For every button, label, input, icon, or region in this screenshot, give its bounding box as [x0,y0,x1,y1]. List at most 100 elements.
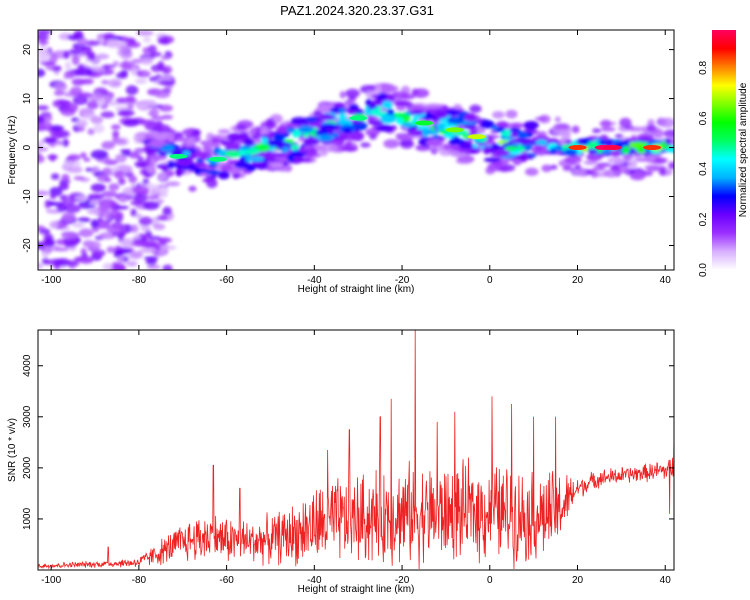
noise-blob [131,224,139,234]
ridge-blob [299,147,307,153]
noise-blob [122,118,140,127]
noise-blob [97,217,104,222]
ridge-blob [153,132,169,141]
halo-blob [619,117,632,128]
halo-blob [227,159,236,165]
noise-blob [156,215,169,221]
snr-x-label: Height of straight line (km) [298,584,415,595]
halo-blob [669,162,674,170]
noise-blob [104,177,112,183]
ridge-blob [375,124,394,132]
noise-blob [90,116,104,125]
noise-blob [130,67,139,77]
ridge-blob [245,148,261,155]
noise-blob [158,80,175,86]
noise-blob [116,256,124,264]
y-tick-label: -10 [22,189,33,204]
noise-blob [83,157,91,162]
noise-blob [106,39,121,49]
halo-blob [550,164,558,170]
x-tick-label: -20 [395,575,410,586]
noise-blob [78,228,94,238]
x-tick-label: -60 [219,575,234,586]
noise-blob [101,79,110,85]
noise-blob [137,156,144,162]
x-tick-label: 0 [487,575,493,586]
ridge-blob [492,149,510,157]
halo-blob [366,113,374,123]
noise-blob [142,178,150,185]
halo-blob [631,172,644,178]
noise-blob [117,111,132,116]
ridge-blob [226,132,244,142]
noise-blob [154,91,170,99]
ridge-blob [281,161,289,166]
noise-blob [102,262,113,270]
noise-blob [38,40,49,45]
noise-blob [140,57,154,65]
noise-blob [146,195,160,200]
ridge-blob [436,122,446,131]
noise-blob [145,258,158,266]
ridge-blob [448,139,459,145]
ridge-blob [355,109,364,114]
colorbar-tick-label: 0.0 [698,263,709,277]
noise-blob [118,177,126,186]
noise-blob [112,60,119,67]
halo-blob [415,144,431,152]
noise-blob [115,97,128,104]
ridge-blob [332,140,343,145]
halo-blob [365,128,380,137]
peak-core [445,127,464,133]
noise-blob [39,61,56,66]
noise-blob [53,247,70,252]
noise-blob [48,220,58,229]
ridge-blob [167,133,175,143]
ridge-blob [205,169,221,175]
halo-blob [217,129,231,134]
ridge-blob [425,103,444,108]
noise-blob [98,97,106,107]
halo-blob [498,166,510,173]
noise-blob [130,250,144,259]
noise-blob [108,183,120,191]
colorbar-tick-label: 0.8 [698,61,709,75]
ridge-blob [452,116,460,125]
ridge-blob [410,109,425,115]
ridge-blob [175,168,183,177]
ridge-blob [167,160,175,169]
noise-blob [71,55,80,66]
noise-blob [159,185,168,194]
ridge-blob [270,161,284,169]
ridge-blob [282,146,290,152]
noise-blob [91,249,106,257]
noise-blob [38,115,46,125]
ridge-blob [290,144,299,151]
spectrogram-y-ticks: -20 -10 0 10 20 [22,44,674,253]
ridge-blob [260,127,269,137]
ridge-blob [513,158,522,166]
noise-blob [141,101,157,108]
ridge-blob [381,100,393,110]
ridge-blob [338,134,349,141]
x-tick-label: 20 [572,575,584,586]
ridge-blob [342,127,353,134]
ridge-blob [483,145,491,155]
ridge-blob [148,155,166,161]
noise-blob [63,50,70,60]
ridge-blob [186,138,195,146]
halo-blob [133,133,148,143]
ridge-blob [553,145,563,152]
ridge-blob [367,120,384,125]
noise-blob [80,78,94,85]
ridge-blob [514,153,530,160]
snr-y-label: SNR (10 * v/v) [7,418,18,482]
noise-blob [103,210,111,221]
ridge-blob [305,117,318,123]
halo-blob [534,116,547,121]
x-tick-label: 40 [660,275,672,286]
halo-blob [592,166,606,171]
noise-blob [98,232,116,240]
noise-blob [63,160,81,168]
halo-blob [534,131,548,136]
